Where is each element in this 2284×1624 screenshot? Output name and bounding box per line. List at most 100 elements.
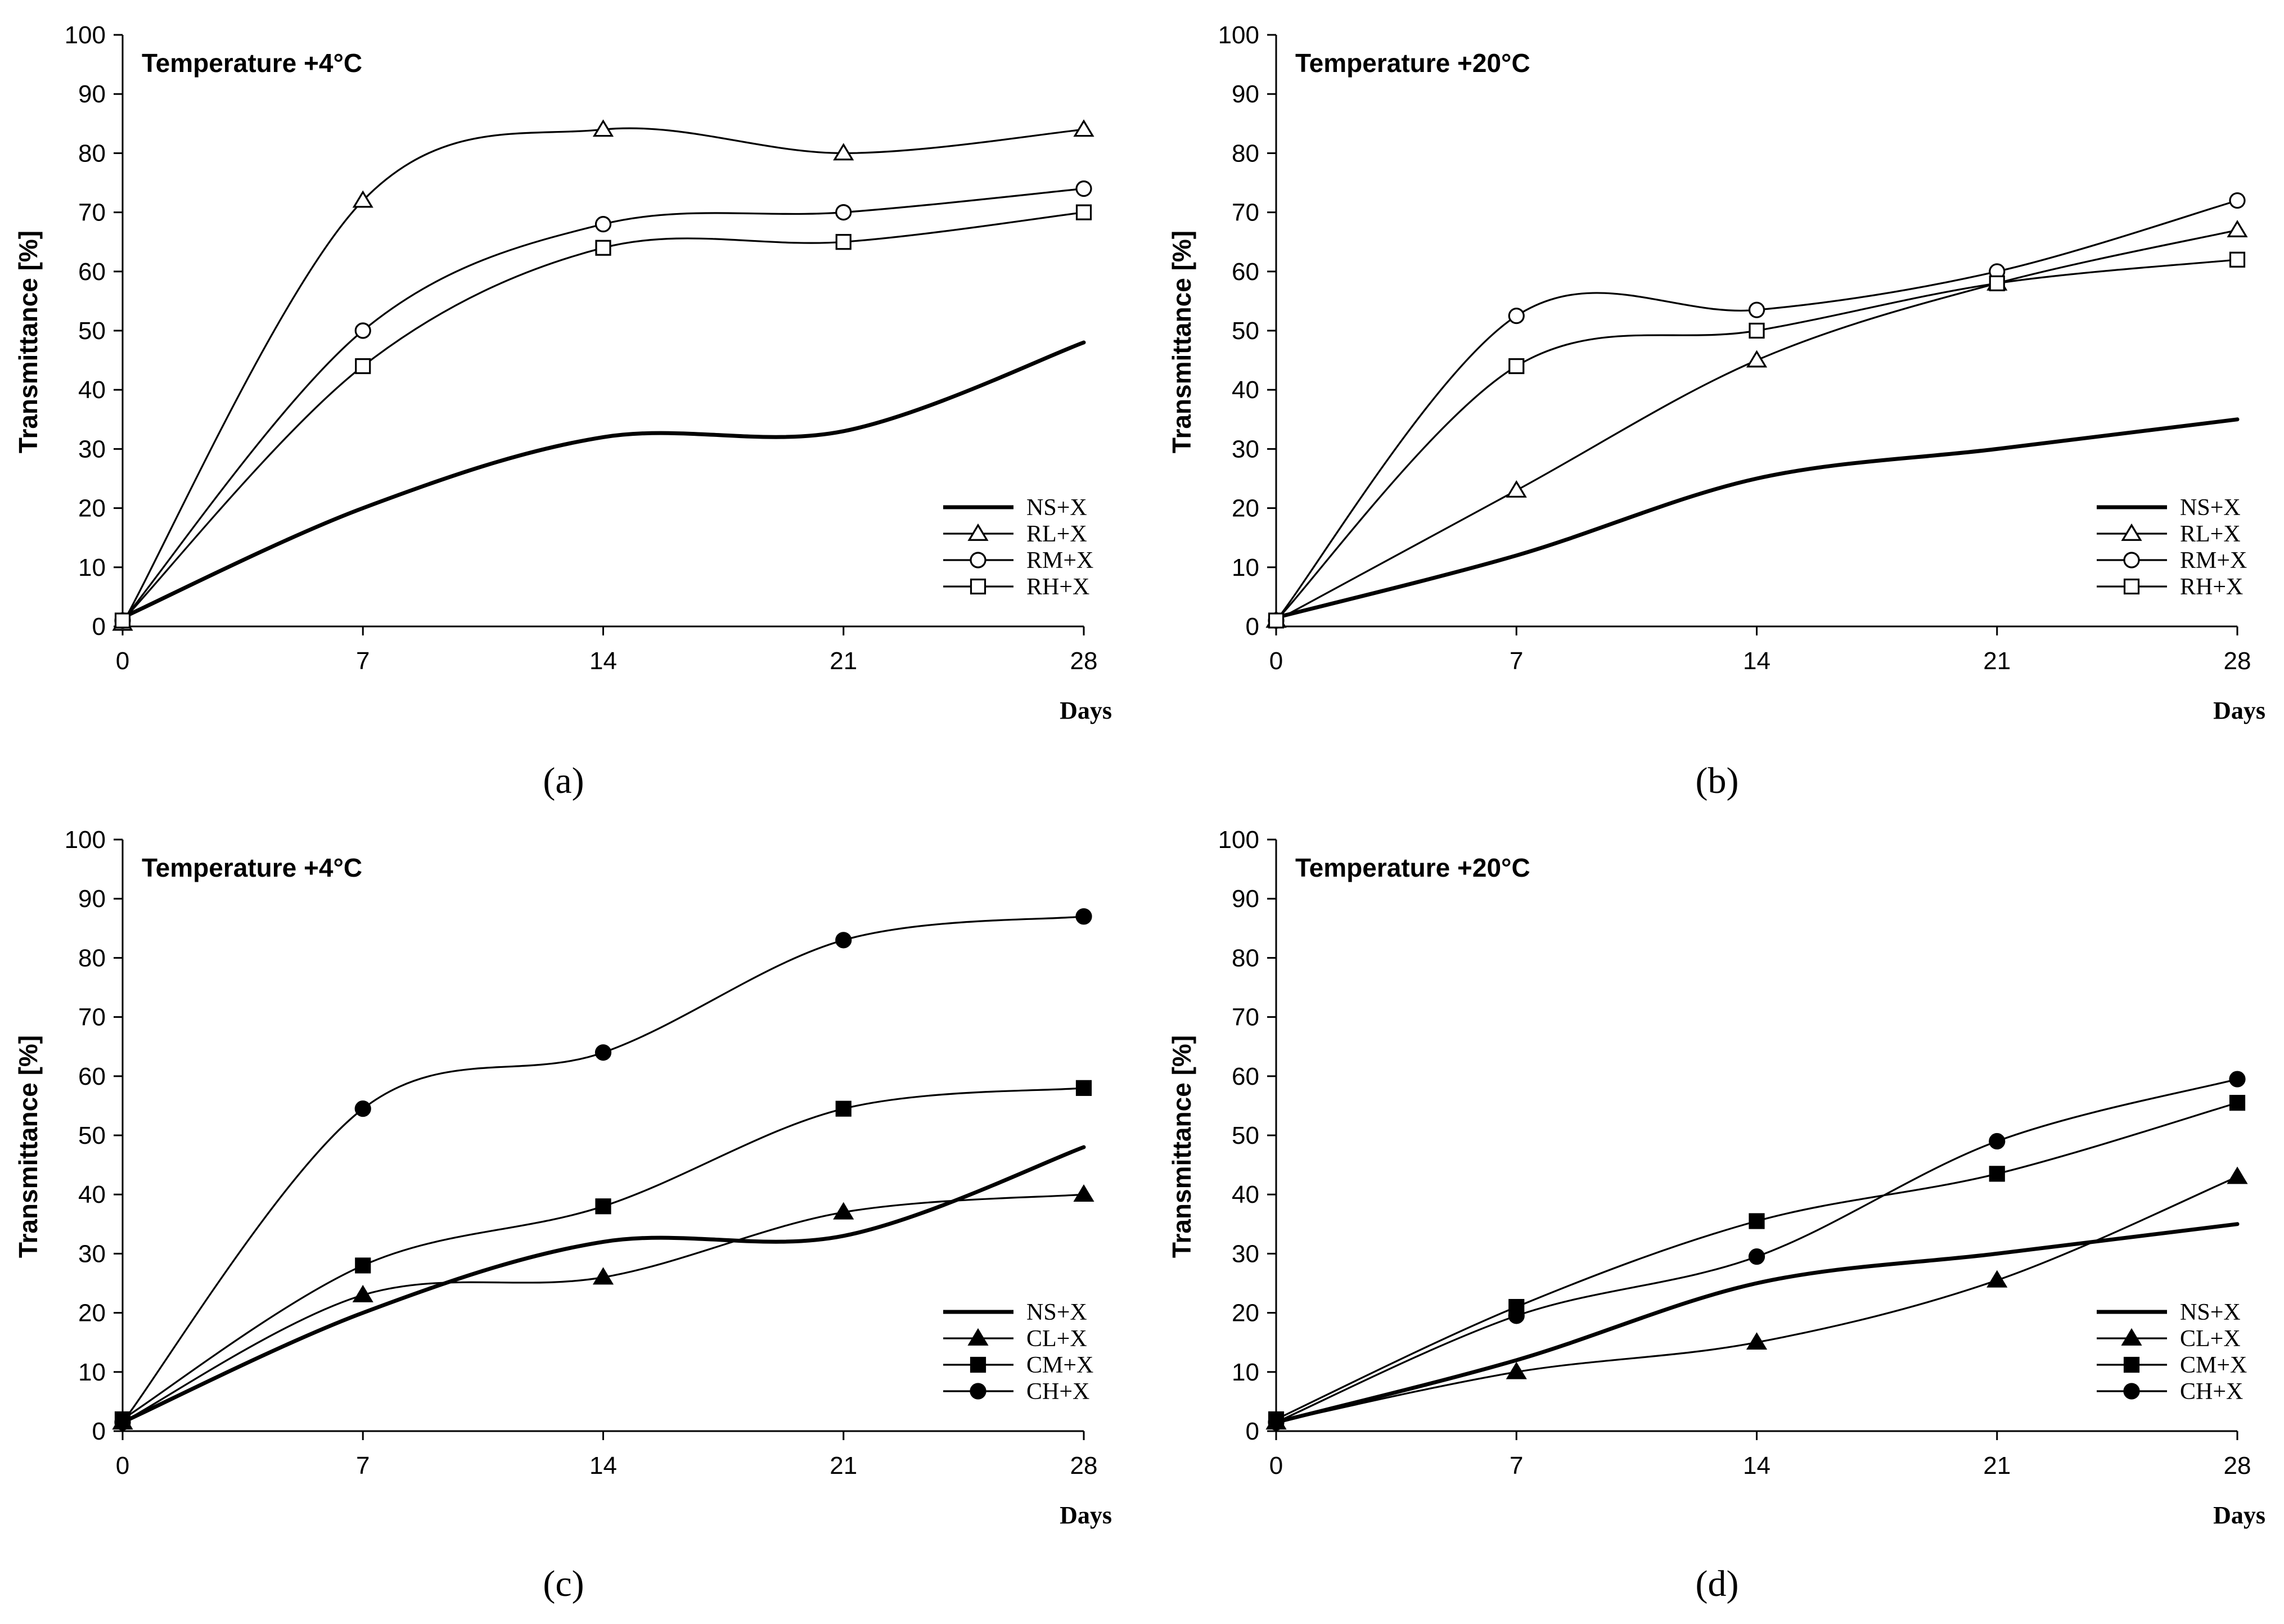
data-point: [594, 1044, 612, 1061]
y-axis-label: Transmittance [%]: [13, 1035, 43, 1258]
data-point: [835, 932, 852, 949]
data-point: [1748, 301, 1765, 318]
series-line-rh-x: [121, 211, 1085, 622]
x-tick-label: 14: [589, 647, 617, 675]
data-point: [1073, 119, 1094, 137]
y-tick-label: 80: [78, 944, 106, 972]
x-axis-label: Days: [2213, 1501, 2265, 1529]
y-tick-label: 70: [1232, 1004, 1259, 1031]
y-tick-label: 10: [1232, 554, 1259, 581]
series-line-rm-x: [1275, 200, 2238, 622]
legend-marker: [2121, 523, 2142, 541]
y-tick-label: 70: [78, 199, 106, 227]
data-point: [1075, 908, 1092, 925]
legend-label: RH+X: [2180, 574, 2243, 600]
data-point: [352, 1284, 373, 1302]
data-point: [835, 234, 852, 250]
chart-title: Temperature +20°C: [1295, 853, 1530, 882]
legend-marker: [970, 552, 986, 569]
data-point: [2229, 1095, 2246, 1111]
y-tick-label: 60: [1232, 258, 1259, 286]
legend-marker: [967, 1328, 989, 1346]
y-tick-label: 0: [92, 613, 106, 640]
x-tick-label: 0: [1269, 1452, 1283, 1479]
y-tick-label: 100: [65, 826, 106, 854]
y-tick-label: 80: [1232, 139, 1259, 167]
legend-label: CH+X: [2180, 1379, 2243, 1405]
x-tick-label: 28: [2224, 1452, 2251, 1479]
data-point: [114, 1414, 131, 1431]
y-tick-label: 40: [1232, 376, 1259, 404]
legend-label: RL+X: [1026, 521, 1087, 547]
y-tick-label: 30: [1232, 1240, 1259, 1267]
y-tick-label: 40: [1232, 1181, 1259, 1208]
y-tick-label: 80: [78, 139, 106, 167]
y-tick-label: 40: [78, 376, 106, 404]
data-point: [833, 143, 854, 161]
y-tick-label: 100: [1218, 826, 1259, 854]
data-point: [352, 190, 373, 208]
y-tick-label: 40: [78, 1181, 106, 1208]
data-point: [114, 612, 131, 629]
series-line-rm-x: [121, 187, 1085, 622]
data-point: [2227, 220, 2248, 238]
x-tick-label: 28: [2224, 647, 2251, 675]
legend-label: RM+X: [2180, 548, 2247, 574]
series-line-rl-x: [1275, 229, 2238, 622]
x-tick-label: 0: [1269, 647, 1283, 675]
legend-marker: [967, 523, 989, 541]
chart-title: Temperature +4°C: [142, 853, 362, 882]
series-line-rh-x: [1275, 259, 2238, 622]
y-axis-label: Transmittance [%]: [1167, 1035, 1196, 1258]
panel-caption: (b): [1696, 760, 1739, 801]
data-point: [1508, 1307, 1525, 1324]
x-tick-label: 14: [589, 1452, 617, 1479]
y-tick-label: 70: [78, 1004, 106, 1031]
legend-label: CM+X: [2180, 1352, 2247, 1378]
series-line-cm-x: [121, 1087, 1085, 1420]
data-point: [1508, 358, 1525, 375]
panel-b: 0 10 20 30 40 50 60 70 80 90 100 0 7 14 21 28 Days Transm…: [1167, 21, 2265, 724]
y-tick-label: 70: [1232, 199, 1259, 227]
y-tick-label: 20: [1232, 1300, 1259, 1327]
data-point: [1073, 1184, 1094, 1202]
y-tick-label: 0: [1246, 1418, 1259, 1445]
data-point: [1746, 350, 1768, 368]
data-point: [833, 1202, 854, 1220]
y-tick-label: 90: [78, 885, 106, 913]
series-line-rl-x: [121, 127, 1085, 625]
y-tick-label: 30: [78, 435, 106, 463]
legend-label: RH+X: [1026, 574, 1089, 600]
legend-marker: [970, 1356, 986, 1373]
legend-marker: [2123, 578, 2140, 595]
y-tick-label: 100: [65, 21, 106, 49]
y-tick-label: 50: [78, 1122, 106, 1149]
legend-label: CL+X: [1026, 1326, 1087, 1352]
y-tick-label: 60: [78, 1063, 106, 1090]
y-tick-label: 50: [78, 317, 106, 345]
data-point: [1268, 612, 1285, 629]
legend-label: NS+X: [2180, 495, 2241, 521]
legend: NS+XCL+XCM+XCH+X: [2097, 1300, 2247, 1405]
legend-label: CH+X: [1026, 1379, 1089, 1405]
data-point: [1989, 1133, 2006, 1150]
y-axis-label: Transmittance [%]: [1167, 231, 1196, 453]
data-point: [592, 119, 614, 137]
chart-title: Temperature +20°C: [1295, 48, 1530, 78]
panel-caption: (d): [1696, 1563, 1739, 1604]
data-point: [1268, 1414, 1285, 1431]
legend-marker: [2123, 552, 2140, 569]
y-tick-label: 10: [78, 554, 106, 581]
y-tick-label: 30: [1232, 435, 1259, 463]
legend-marker: [970, 1383, 986, 1400]
y-tick-label: 90: [1232, 885, 1259, 913]
legend: NS+XCL+XCM+XCH+X: [943, 1300, 1093, 1405]
x-tick-label: 28: [1070, 1452, 1098, 1479]
x-tick-label: 28: [1070, 647, 1098, 675]
x-axis-label: Days: [2213, 697, 2265, 724]
y-tick-label: 50: [1232, 317, 1259, 345]
panel-a: 0 10 20 30 40 50 60 70 80 90 100 0 7 14 21 28 Days Transm…: [13, 21, 1112, 724]
x-tick-label: 21: [1983, 1452, 2011, 1479]
data-point: [355, 1257, 371, 1274]
